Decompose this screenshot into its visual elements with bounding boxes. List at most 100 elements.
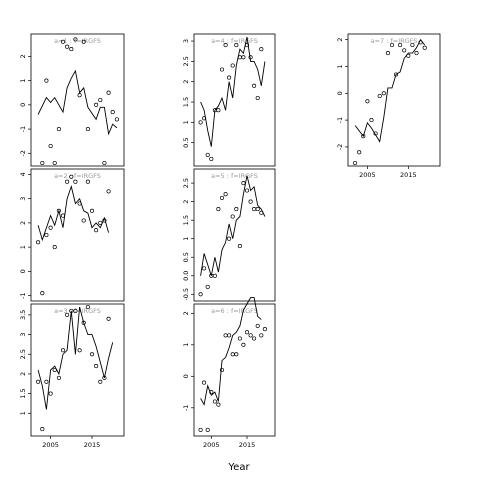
data-point (373, 131, 378, 136)
data-point (198, 120, 203, 125)
data-point (244, 43, 250, 48)
data-point (223, 192, 228, 197)
panel-1: -2 -1 0 1 2 a=1 : f=IRGFS (19, 33, 125, 167)
data-point (205, 152, 210, 157)
data-point (230, 63, 235, 68)
y-tick-label: 1 (182, 120, 190, 124)
panel-title: a=1 : f=IRGFS (54, 37, 101, 45)
series-line (200, 36, 266, 147)
y-tick-label: 2 (19, 372, 27, 376)
y-tick-label: 2.5 (182, 56, 190, 66)
data-point (73, 308, 78, 313)
data-point (216, 108, 221, 113)
data-point (102, 160, 107, 166)
data-point (52, 245, 57, 250)
panel-frame (347, 33, 441, 167)
y-tick-label: 2 (19, 221, 27, 225)
y-tick-label: 1 (19, 245, 27, 249)
data-point (212, 399, 217, 404)
data-point (69, 47, 74, 52)
y-tick-label: 3 (19, 332, 27, 336)
y-tick-label: -1 (19, 292, 27, 298)
data-point (227, 75, 232, 80)
y-tick-label: 3.5 (19, 310, 27, 320)
panel-5: -0.5 0.0 0.5 1 1.5 2 2.5 a=5 : f=IRGFS (182, 168, 276, 302)
series-line (354, 38, 426, 143)
data-point (106, 90, 111, 95)
panel-title: a=2 : f=IRGFS (54, 172, 101, 180)
y-tick-label: 0.5 (182, 138, 190, 148)
series-line (37, 184, 110, 242)
data-point (202, 266, 207, 271)
panel-frame (193, 33, 276, 167)
data-point (252, 336, 257, 341)
series-line (200, 175, 266, 276)
panels-layer: -2 -1 0 1 2 a=1 : f=IRGFS -1 0 1 2 3 4 a=2 : f=IRGFS… (19, 33, 441, 449)
data-point (209, 390, 214, 395)
data-point (418, 40, 423, 45)
y-tick-label: -2 (19, 150, 27, 156)
data-point (98, 97, 103, 103)
data-point (216, 402, 221, 407)
panel-title: a=5 : f=IRGFS (211, 172, 258, 180)
data-point (198, 427, 203, 432)
data-point (65, 179, 70, 184)
data-point (77, 348, 82, 353)
data-point (241, 342, 246, 347)
data-point (114, 117, 119, 122)
data-point (65, 312, 70, 317)
data-point (414, 51, 419, 56)
data-point (216, 207, 221, 212)
data-point (98, 220, 103, 225)
data-point (230, 214, 235, 219)
data-point (252, 83, 257, 88)
data-point (40, 160, 45, 166)
data-point (398, 42, 403, 48)
panel-4: 0.5 1 1.5 2 2.5 3 a=4 : f=IRGFS (182, 33, 276, 167)
data-point (248, 55, 253, 60)
y-tick-label: 0 (182, 374, 190, 378)
data-point (48, 391, 53, 396)
data-point (223, 333, 228, 338)
data-point (259, 333, 264, 338)
data-point (94, 228, 99, 233)
y-tick-label: -2 (336, 144, 344, 150)
y-tick-label: 2.5 (182, 178, 190, 188)
data-point (85, 304, 90, 310)
data-point (44, 379, 49, 384)
y-tick-label: 3 (182, 39, 190, 43)
panel-frame (30, 33, 125, 167)
data-point (106, 316, 111, 321)
panel-2: -1 0 1 2 3 4 a=2 : f=IRGFS (19, 168, 125, 302)
data-point (393, 72, 399, 77)
data-point (227, 236, 232, 241)
data-point (81, 39, 86, 44)
data-point (237, 244, 242, 249)
data-point (252, 207, 257, 212)
data-point (106, 189, 111, 194)
data-point (44, 232, 49, 238)
y-tick-label: 2 (182, 80, 190, 84)
data-point (52, 367, 57, 373)
panel-7: -2 -1 0 1 2 2005 2015 a=7 : f=IRGFS (336, 33, 441, 179)
y-tick-label: 2 (182, 200, 190, 204)
y-tick-label: 4 (19, 172, 27, 176)
x-axis-label: Year (227, 462, 250, 473)
data-point (110, 110, 115, 115)
data-point (402, 48, 407, 53)
data-point (60, 39, 66, 44)
data-point (98, 379, 103, 384)
y-tick-label: 1 (19, 79, 27, 83)
y-tick-label: -1 (336, 117, 344, 123)
panel-title: a=3 : f=IRGFS (54, 307, 101, 315)
y-tick-label: 1.5 (182, 215, 190, 225)
data-point (223, 43, 228, 48)
y-tick-label: -0.5 (182, 288, 190, 301)
data-point (48, 143, 53, 149)
data-point (77, 93, 82, 98)
y-tick-label: 1 (182, 343, 190, 347)
y-tick-label: 0 (19, 269, 27, 273)
data-point (237, 55, 242, 60)
panel-title: a=6 : f=IRGFS (211, 307, 258, 315)
